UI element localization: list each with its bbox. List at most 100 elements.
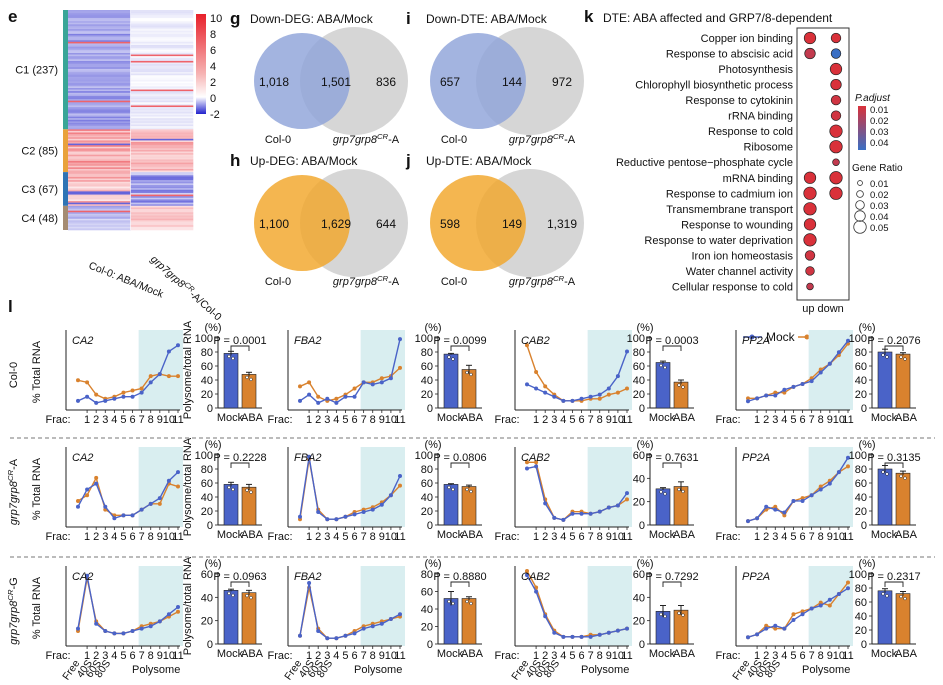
profile-point-aba	[846, 464, 850, 469]
profile-point-aba	[176, 374, 180, 379]
heatmap-cell	[68, 83, 131, 86]
heatmap-cell	[130, 27, 194, 30]
profile-point-mock	[782, 626, 787, 631]
heatmap-cell	[68, 38, 131, 41]
heatmap-cell	[68, 129, 131, 132]
profile-point-mock	[370, 624, 375, 629]
venn-overlap-count-j: 149	[502, 217, 522, 231]
heatmap-cell	[130, 87, 194, 90]
bar-unit-label: (%)	[424, 558, 441, 570]
heatmap-cell	[68, 228, 131, 231]
profile-x-ticklabel: Frac:	[267, 650, 292, 662]
heatmap-cell	[130, 199, 194, 202]
heatmap-cell	[130, 105, 194, 108]
bar-y-ticklabel: 0	[427, 639, 433, 651]
profile-point-mock	[316, 400, 321, 405]
bar-y-ticklabel: 40	[633, 473, 645, 485]
bar-mock	[223, 353, 239, 409]
bar-aba	[895, 593, 911, 645]
profile-x-ticklabel: 5	[120, 414, 126, 426]
p-value-label: P = 0.7631	[645, 452, 698, 464]
go-dot-down	[830, 94, 842, 106]
profile-x-ticklabel: Frac:	[267, 531, 292, 543]
p-value-label: P = 0.0963	[213, 571, 266, 583]
heatmap-cell	[68, 132, 131, 135]
heatmap-cell	[68, 220, 131, 223]
bar-category-aba: ABA	[895, 412, 918, 424]
heatmap-cell	[130, 127, 194, 130]
gene-name-CA2: CA2	[72, 335, 93, 347]
gene-ratio-legend-circle	[853, 220, 867, 234]
venn-left-circle-g	[254, 33, 350, 129]
profile-x-ticklabel: 3	[772, 531, 778, 543]
profile-x-ticklabel: 10	[833, 650, 845, 662]
heatmap-cell	[68, 121, 131, 124]
bar-y-ticklabel: 100	[849, 450, 867, 462]
heatmap-cell	[130, 217, 194, 220]
bar-y-ticklabel: 40	[633, 592, 645, 604]
profile-x-ticklabel: 6	[129, 414, 135, 426]
bar-y-ticklabel: 100	[415, 450, 433, 462]
polysome-shade	[587, 447, 632, 527]
bar-unit-label: (%)	[204, 439, 221, 451]
profile-point-mock	[379, 502, 384, 507]
profile-x-ticklabel: 8	[370, 414, 376, 426]
profile-x-ticklabel: 8	[597, 650, 603, 662]
go-dot-up	[803, 186, 817, 200]
heatmap-cell	[130, 119, 194, 122]
heatmap-cell	[130, 173, 194, 176]
bar-replicate-point	[249, 490, 253, 494]
heatmap-cell	[68, 218, 131, 221]
profile-x-ticklabel: 1	[84, 650, 90, 662]
bar-y-ticklabel: 40	[855, 611, 867, 623]
bar-category-aba: ABA	[241, 529, 264, 541]
profile-x-ticklabel: 6	[129, 650, 135, 662]
heatmap-cell	[68, 189, 131, 192]
profile-point-aba	[176, 609, 180, 614]
profile-x-ticklabel: 7	[809, 531, 815, 543]
heatmap-cell	[130, 140, 194, 143]
bar-aba	[241, 592, 257, 645]
go-term-5: rRNA binding	[728, 111, 793, 123]
profile-x-ticklabel: Frac:	[715, 414, 740, 426]
heatmap-cell	[68, 161, 131, 163]
profile-point-mock	[130, 513, 135, 518]
gene-ratio-legend-title: Gene Ratio	[852, 163, 903, 174]
legend-mock-label: Mock	[766, 330, 796, 344]
profile-point-mock	[543, 501, 548, 506]
heatmap-cell	[130, 124, 194, 127]
heatmap-cell	[130, 210, 194, 213]
profile-point-mock	[570, 511, 575, 516]
heatmap-cell	[130, 209, 194, 211]
heatmap-cell	[130, 51, 194, 54]
heatmap-cell	[68, 27, 131, 30]
heatmap-cell	[130, 67, 194, 70]
venn-left-label-j: Col-0	[441, 276, 467, 288]
bar-replicate-point	[881, 470, 885, 474]
go-term-14: Iron ion homeostasis	[692, 250, 794, 262]
profile-point-mock	[325, 517, 330, 522]
heatmap-cell	[130, 118, 194, 121]
bar-y-ticklabel: 60	[201, 569, 213, 581]
venn-left-count-j: 598	[440, 217, 460, 231]
heatmap-cell	[68, 149, 131, 152]
heatmap-cell	[130, 95, 194, 98]
bar-replicate-point	[451, 357, 455, 361]
bar-replicate-point	[227, 591, 231, 595]
profile-point-mock	[85, 394, 90, 399]
bar-replicate-point	[903, 357, 907, 361]
profile-x-ticklabel: 11	[172, 650, 183, 662]
heatmap-cell	[130, 164, 194, 167]
profile-x-ticklabel: 6	[578, 414, 584, 426]
heatmap-cell	[130, 54, 194, 57]
heatmap-cell	[130, 134, 194, 136]
bar-y-ticklabel: 100	[627, 333, 645, 345]
profile-point-aba	[818, 484, 823, 489]
heatmap-cell	[68, 221, 131, 224]
significance-bracket	[450, 462, 470, 468]
profile-x-ticklabel: 3	[102, 650, 108, 662]
bar-replicate-point	[899, 474, 903, 478]
cluster-bar-4	[63, 205, 68, 230]
bar-aba	[673, 609, 689, 645]
heatmap-cell	[68, 110, 131, 113]
